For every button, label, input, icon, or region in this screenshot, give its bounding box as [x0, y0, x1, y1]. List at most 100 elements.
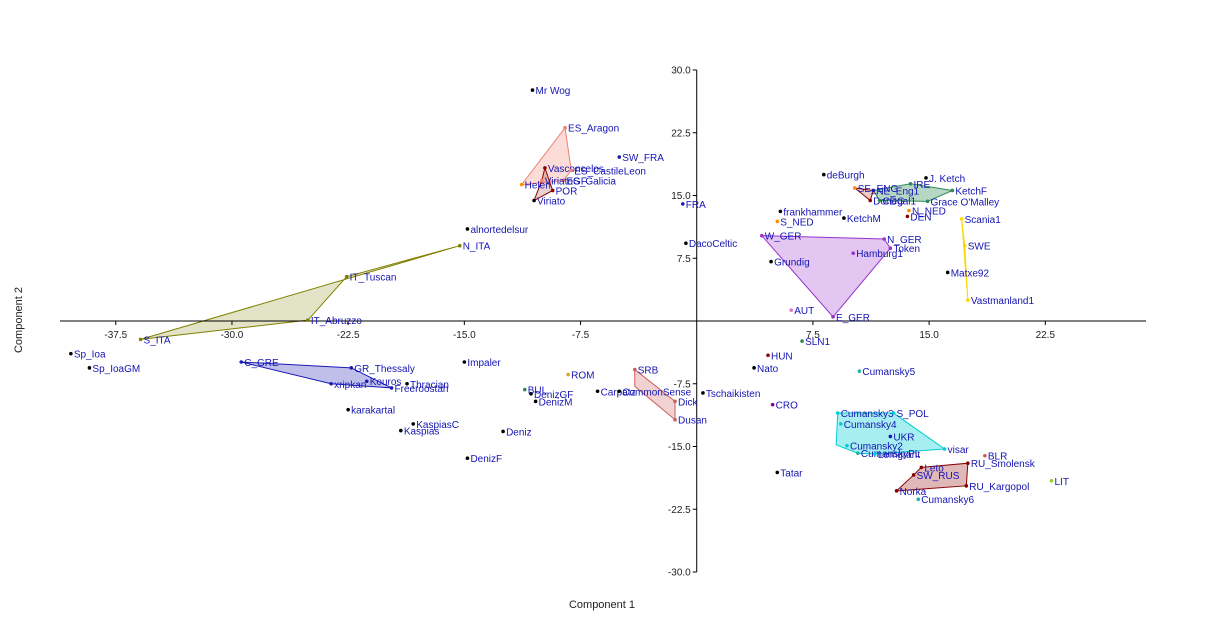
point-it-abruzzo	[306, 318, 310, 322]
point-n-ita	[457, 243, 462, 248]
point-label-karakartal: karakartal	[351, 406, 395, 417]
point-label-kaspias: Kaspias	[404, 427, 440, 438]
point-label-kouros: Kouros	[370, 377, 402, 388]
point-deburgh	[821, 172, 826, 177]
point-label-viriatogf: ViriatoGF	[545, 176, 587, 187]
y-tick-label: -22.5	[668, 505, 691, 516]
y-tick-label: 15.0	[671, 191, 691, 202]
point-it-tuscan	[344, 274, 349, 279]
point-label-denizgf: DenizGF	[534, 390, 573, 401]
point-label-thracian: Thracian	[410, 380, 449, 391]
point-label-dacoceltic: DacoCeltic	[689, 239, 737, 250]
point-label-n-ger: N_GER	[887, 235, 921, 246]
point-label-lit: LIT	[1054, 477, 1068, 488]
point-cdg	[877, 198, 882, 203]
point-label-es-castileleon: ES_CastileLeon	[574, 166, 646, 177]
hull-russia	[895, 462, 969, 492]
point-label-s-ita: S_ITA	[144, 335, 171, 346]
x-tick-label: -7.5	[572, 330, 590, 341]
point-es-galicia	[561, 178, 566, 183]
y-tick-label: -7.5	[673, 379, 691, 390]
point-e-ger	[831, 315, 835, 319]
y-tick-label: 22.5	[671, 128, 691, 139]
point-por	[550, 188, 555, 193]
point-ru-smolensk	[966, 461, 970, 466]
point-label-es-aragon: ES_Aragon	[568, 124, 619, 135]
hull-sweden	[961, 218, 969, 301]
point-ire	[908, 181, 913, 186]
point-s-ita	[138, 337, 143, 342]
y-tick-label: -30.0	[668, 568, 691, 579]
point-label-grundig: Grundig	[774, 258, 810, 269]
point-tatar	[775, 470, 780, 475]
point-grundig	[769, 259, 773, 264]
hull-england	[853, 187, 874, 202]
x-tick-label: 22.5	[1036, 330, 1056, 341]
point-cro	[770, 402, 775, 407]
point-bul	[522, 387, 527, 392]
point-label-nato: Nato	[757, 364, 779, 375]
point-n-ger	[882, 237, 886, 241]
point-kaspias	[399, 428, 403, 433]
point-label-viriato: Viriato	[537, 197, 566, 208]
point-label-fra: FRA	[686, 200, 706, 211]
point-label-es-galicia: ES_Galicia	[566, 176, 616, 187]
point-w-ger	[759, 233, 764, 238]
point-label-deburgh: deBurgh	[827, 171, 865, 182]
point-label-ire: IRE	[914, 180, 931, 191]
point-label-sw-fra: SW_FRA	[622, 153, 664, 164]
point-label-cumansky2: Cumansky2	[850, 442, 903, 453]
point-label-mr-wog: Mr Wog	[536, 86, 571, 97]
point-commonsense	[617, 389, 622, 394]
point-label-w-ger: W_GER	[765, 232, 802, 243]
point-label-cumanskypl: CumanskyPL	[861, 449, 921, 460]
point-label-visar: visar	[948, 445, 970, 456]
point-denizf	[465, 456, 470, 461]
point-ru-kargopol	[964, 484, 969, 488]
point-den	[905, 214, 910, 219]
point-kaspiasc	[411, 422, 416, 426]
point-label-hamburg1: Hamburg1	[856, 249, 903, 260]
point-denizm	[533, 399, 538, 404]
point-cumansky5	[857, 369, 862, 374]
point-mr-wog	[530, 88, 535, 92]
point-rom	[566, 372, 570, 377]
point-label-se-eng: SE_ENG	[858, 184, 899, 195]
point-dacoceltic	[684, 241, 688, 245]
hull-germany	[760, 235, 892, 318]
point-label-cdg: CDG	[883, 197, 905, 208]
point-donegal1	[868, 198, 873, 203]
point-vasconcelos	[543, 166, 547, 170]
point-srb	[632, 367, 637, 372]
point-impaler	[462, 360, 467, 364]
y-axis-title: Component 2	[13, 287, 25, 353]
axes	[60, 70, 1146, 572]
point-nato	[752, 366, 756, 370]
point-label-cro: CRO	[776, 401, 798, 412]
point-label-grace-o-malley: Grace O'Malley	[931, 197, 1000, 208]
cluster-hulls	[140, 126, 969, 492]
hull-ireland	[872, 183, 955, 202]
point-alnortedelsur	[465, 227, 470, 231]
point-tschaikisten	[701, 391, 705, 395]
point-helen	[519, 182, 524, 187]
point-sw-fra	[617, 155, 622, 159]
point-se-eng	[852, 186, 857, 190]
point-label-commonsense: CommonSense	[622, 387, 691, 398]
y-tick-label: 30.0	[671, 66, 691, 77]
point-label-bul: BUL	[528, 386, 548, 397]
point-swe	[962, 243, 967, 248]
point-fra	[680, 202, 685, 206]
point-label-denizm: DenizM	[539, 397, 573, 408]
point-scania1	[959, 217, 964, 221]
point-norka	[894, 489, 899, 493]
point-es-castileleon	[569, 168, 574, 173]
point-label-ketchf: KetchF	[955, 186, 987, 197]
point-sln1	[800, 339, 804, 343]
y-tick-label: 7.5	[677, 254, 691, 265]
point-vastmanland1	[966, 298, 970, 302]
point-token	[888, 246, 893, 251]
point-label-tschaikisten: Tschaikisten	[706, 389, 760, 400]
point-visar	[942, 447, 947, 451]
point-label-sln1: SLN1	[805, 337, 830, 348]
